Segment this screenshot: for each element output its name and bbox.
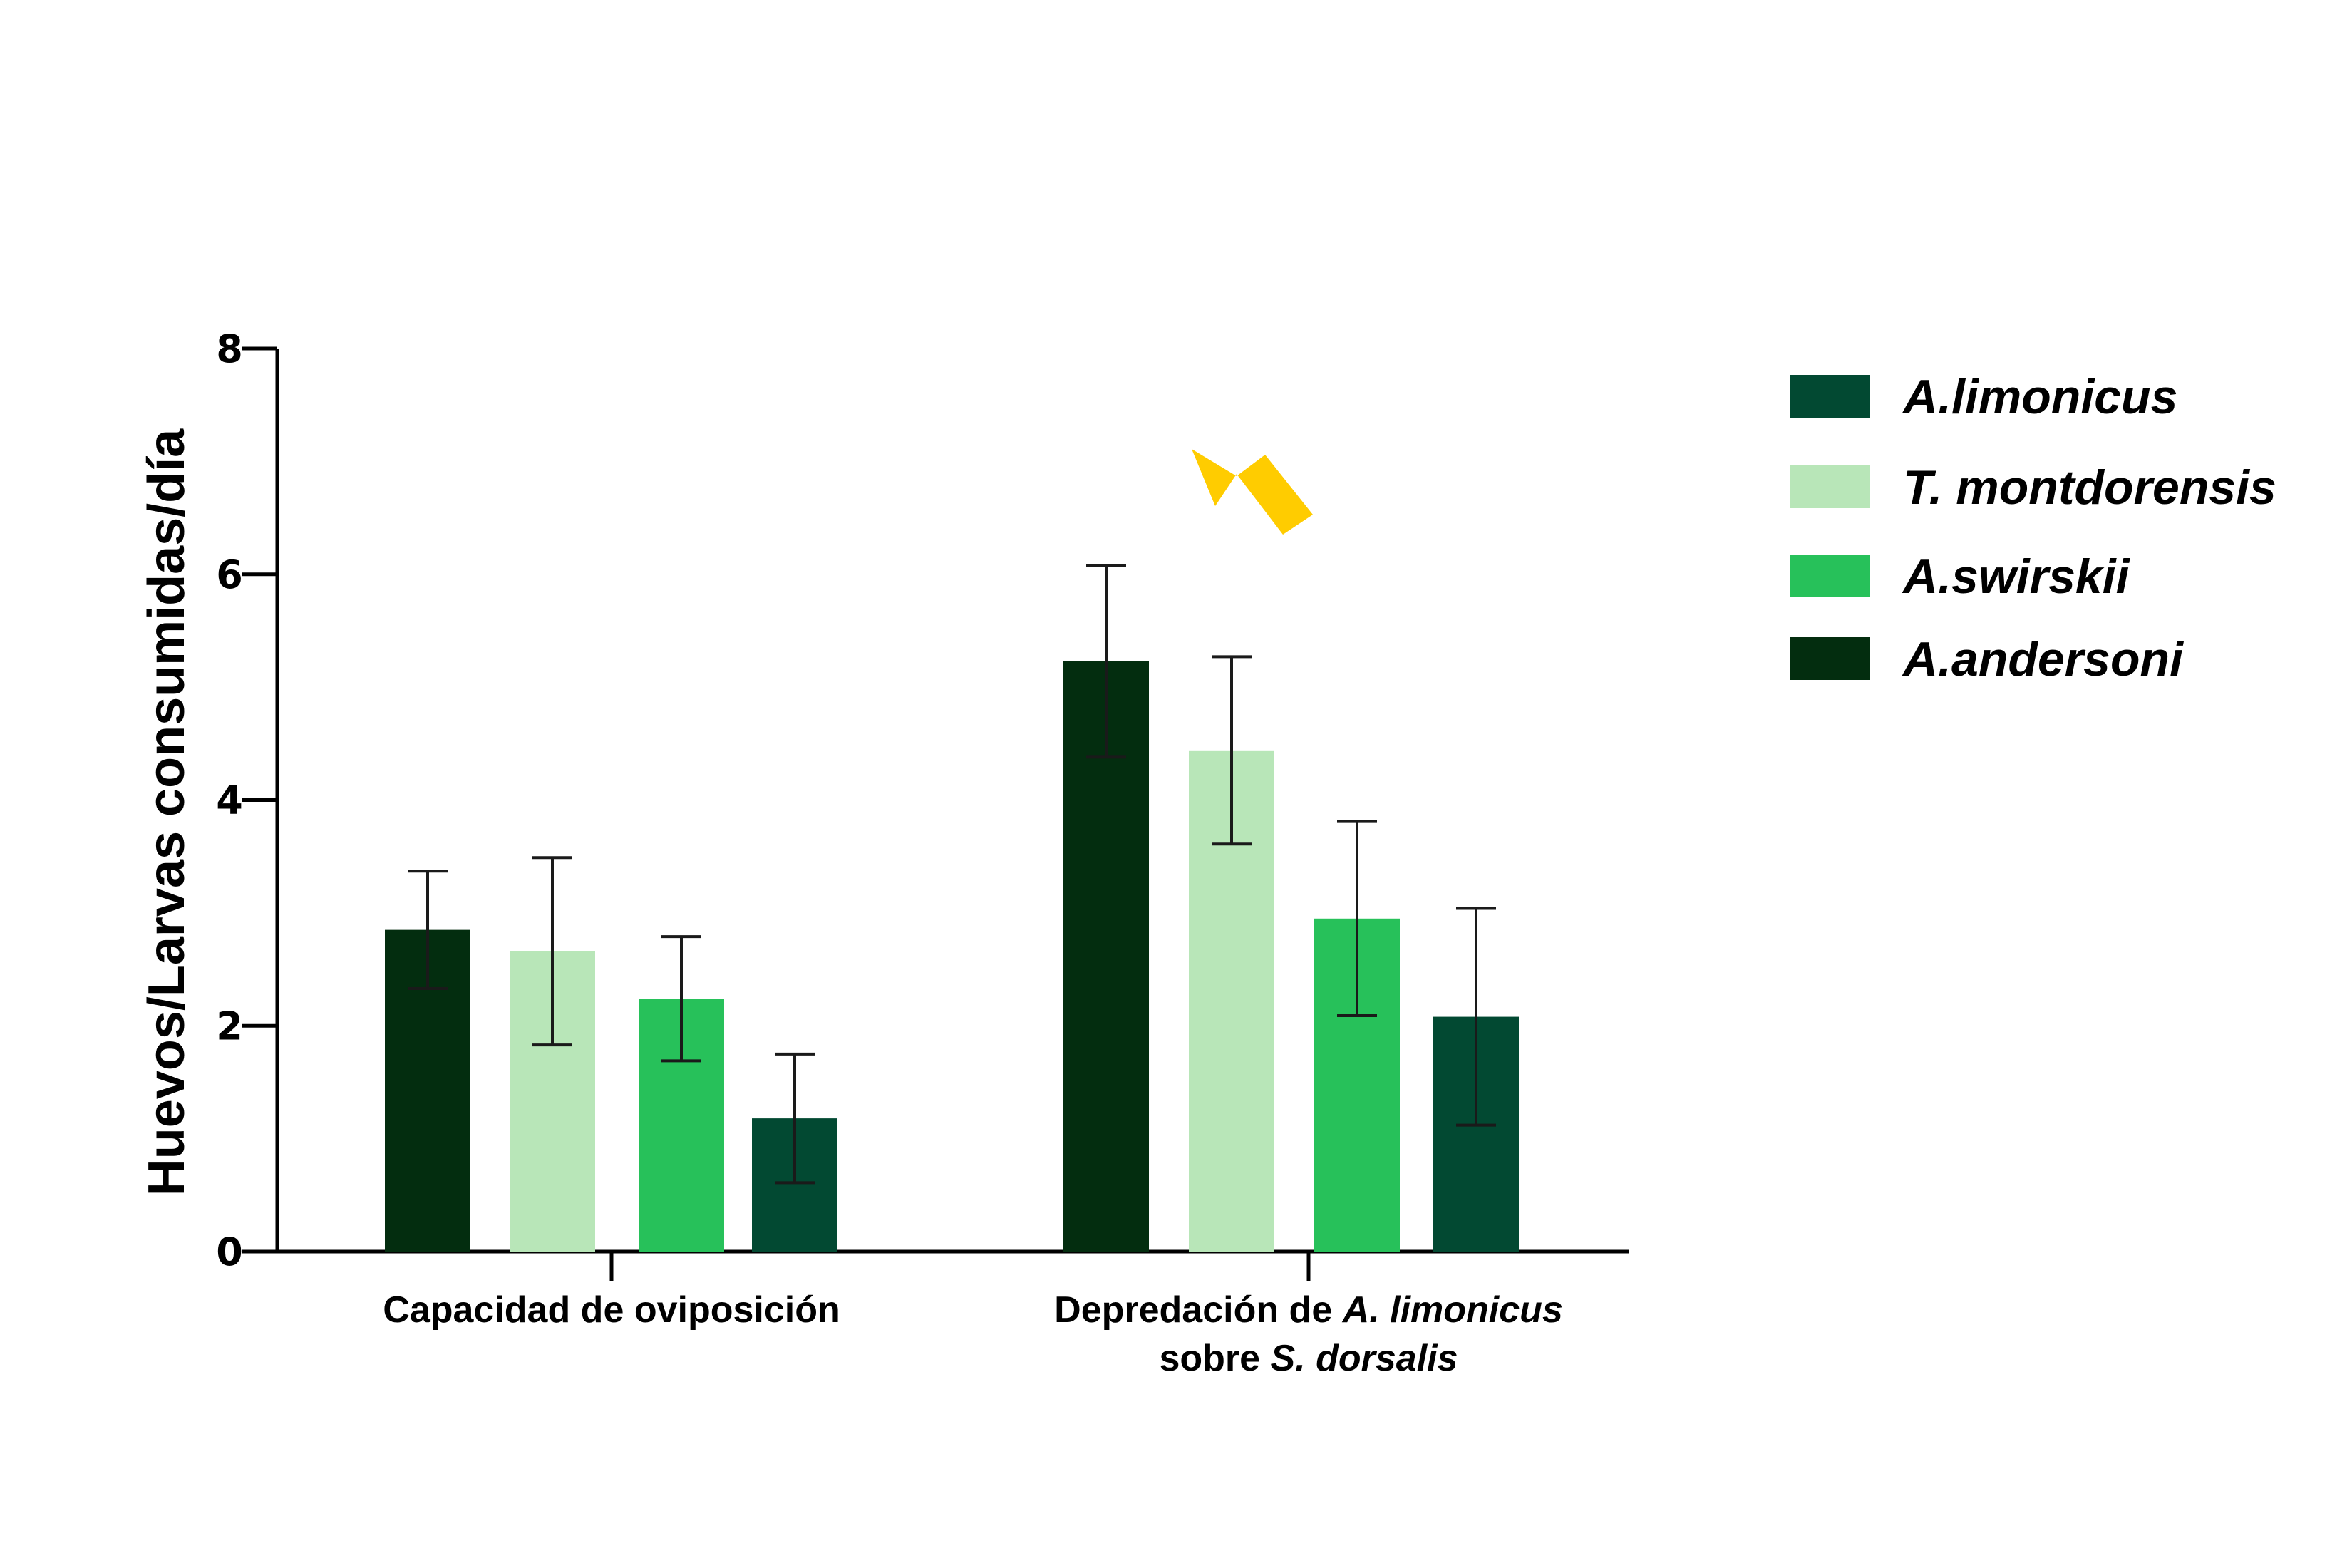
y-tick-label: 8 bbox=[216, 326, 243, 371]
legend-swatch bbox=[1790, 465, 1870, 508]
y-tick-label: 2 bbox=[216, 1004, 243, 1048]
bar-aandersoni-group2 bbox=[1063, 661, 1149, 1252]
legend-swatch bbox=[1790, 375, 1870, 418]
x-axis-categories: Capacidad de oviposición Depredación de A… bbox=[383, 1252, 1563, 1379]
y-axis-ticks: 0 2 4 6 8 bbox=[216, 326, 277, 1274]
legend-swatch bbox=[1790, 555, 1870, 597]
y-tick-label: 6 bbox=[216, 552, 243, 597]
legend-label: A.limonicus bbox=[1902, 370, 2177, 424]
x-category-label: sobre S. dorsalis bbox=[1159, 1338, 1458, 1379]
legend-swatch bbox=[1790, 637, 1870, 680]
highlight-arrow-icon bbox=[1192, 449, 1313, 535]
legend-label: T. montdorensis bbox=[1903, 460, 2276, 515]
legend: A.limonicus T. montdorensis A.swirskii A.an… bbox=[1790, 370, 2276, 686]
y-axis-label: Huevos/Larvas consumidas/día bbox=[138, 428, 195, 1196]
y-tick-label: 4 bbox=[216, 778, 243, 823]
error-bars-layer bbox=[408, 564, 1496, 1185]
x-category-label: Capacidad de oviposición bbox=[383, 1289, 840, 1331]
legend-label: A.andersoni bbox=[1902, 632, 2185, 686]
y-tick-label: 0 bbox=[216, 1229, 243, 1274]
legend-label: A.swirskii bbox=[1902, 550, 2131, 604]
bars-layer bbox=[385, 661, 1519, 1252]
x-category-label: Depredación de A. limonicus bbox=[1054, 1289, 1563, 1331]
